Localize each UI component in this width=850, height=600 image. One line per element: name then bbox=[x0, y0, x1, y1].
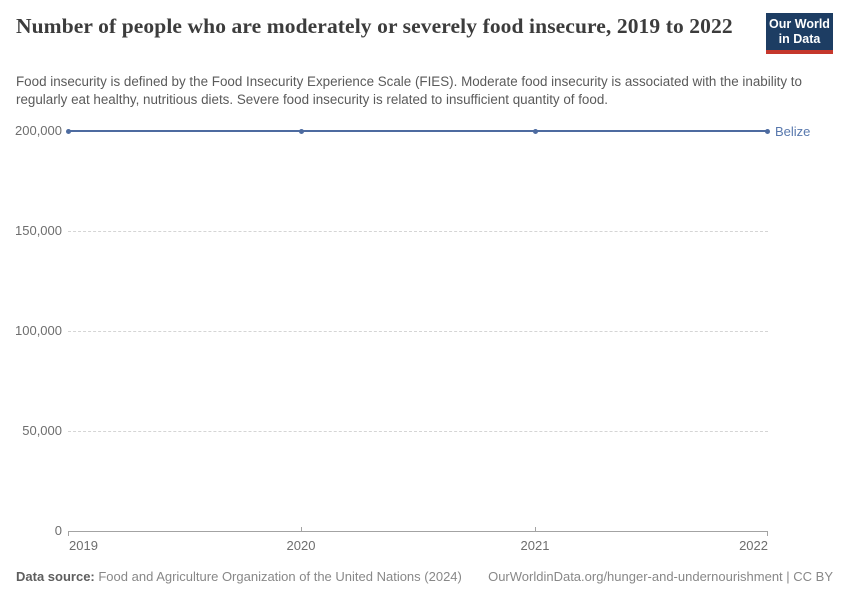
data-source-value: Food and Agriculture Organization of the… bbox=[94, 569, 462, 584]
chart-subtitle: Food insecurity is defined by the Food I… bbox=[16, 74, 802, 107]
owid-logo: Our World in Data bbox=[766, 13, 833, 54]
data-point-2020[interactable] bbox=[299, 129, 304, 134]
gridline-150000 bbox=[68, 231, 768, 232]
x-tick-2020 bbox=[301, 527, 302, 532]
gridline-50000 bbox=[68, 431, 768, 432]
x-tick-2019 bbox=[68, 531, 69, 536]
data-source-line[interactable]: Data source: Food and Agriculture Organi… bbox=[16, 569, 462, 584]
series-label-belize[interactable]: Belize bbox=[775, 124, 811, 139]
y-tick-200000: 200,000 bbox=[15, 123, 62, 138]
x-tick-2022 bbox=[767, 531, 768, 536]
data-point-2022[interactable] bbox=[765, 129, 770, 134]
line-series-belize[interactable] bbox=[68, 130, 768, 132]
data-point-2021[interactable] bbox=[533, 129, 538, 134]
y-tick-150000: 150,000 bbox=[15, 223, 62, 238]
y-tick-50000: 50,000 bbox=[22, 423, 62, 438]
x-axis-line bbox=[68, 531, 768, 532]
y-tick-0: 0 bbox=[54, 523, 62, 538]
x-label-2020: 2020 bbox=[286, 538, 316, 553]
y-tick-100000: 100,000 bbox=[15, 323, 62, 338]
page-title: Number of people who are moderately or s… bbox=[16, 14, 733, 38]
owid-license-link[interactable]: OurWorldinData.org/hunger-and-undernouri… bbox=[488, 569, 833, 584]
owid-logo-line1: Our World bbox=[769, 17, 830, 31]
x-label-2021: 2021 bbox=[520, 538, 550, 553]
owid-logo-line2: in Data bbox=[778, 32, 821, 46]
x-tick-2021 bbox=[535, 527, 536, 532]
data-point-2019[interactable] bbox=[66, 129, 71, 134]
gridline-100000 bbox=[68, 331, 768, 332]
x-label-2022: 2022 bbox=[739, 538, 768, 553]
x-label-2019: 2019 bbox=[69, 538, 98, 553]
data-source-label: Data source: bbox=[16, 569, 95, 584]
